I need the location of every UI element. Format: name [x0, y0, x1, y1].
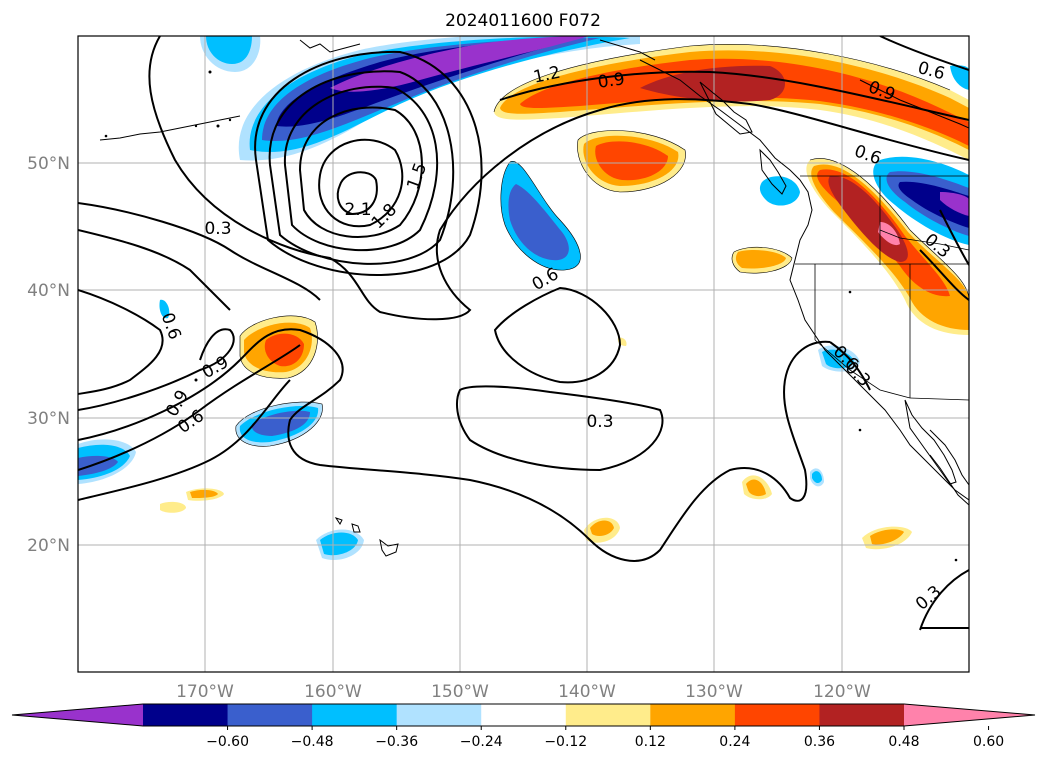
positive-blob-offshore [577, 130, 686, 192]
colorbar-segment [227, 704, 313, 726]
positive-blob-subtropic-west [240, 315, 318, 379]
lat-label: 30°N [27, 409, 70, 429]
colorbar-extend-min [12, 704, 143, 726]
positive-band-west-coast [806, 158, 969, 335]
lat-label: 40°N [27, 281, 70, 301]
colorbar-tick-label: −0.12 [544, 734, 587, 750]
colorbar-segment [565, 704, 651, 726]
negative-patch-interior [873, 65, 969, 245]
longitude-labels: 170°W 160°W 150°W 140°W 130°W 120°W [176, 682, 871, 702]
colorbar-tick-label: 0.48 [888, 734, 919, 750]
colorbar-segment [734, 704, 820, 726]
colorbar-segment [481, 704, 567, 726]
map-content: 2.1 1.8 1.5 1.2 0.9 0.6 0.3 0.3 0.6 0.9 … [78, 36, 969, 672]
contour-label: 0.9 [597, 69, 627, 93]
colorbar-tick-label: 0.36 [804, 734, 835, 750]
colorbar-tick-label: −0.48 [291, 734, 334, 750]
colorbar-extend-max [904, 704, 1035, 726]
latitude-labels: 50°N 40°N 30°N 20°N [27, 154, 70, 556]
colorbar-tick-label: 0.24 [719, 734, 750, 750]
colorbar-segment [819, 704, 905, 726]
colorbar-segment [650, 704, 736, 726]
lon-label: 160°W [304, 682, 362, 702]
negative-patch-vancouver [759, 176, 800, 206]
colorbar-tick-label: 0.12 [635, 734, 666, 750]
lon-label: 150°W [431, 682, 489, 702]
colorbar-tick-label: −0.36 [375, 734, 418, 750]
colorbar-segment [396, 704, 482, 726]
negative-tongue-midocean [500, 161, 581, 271]
lat-label: 50°N [27, 154, 70, 174]
map-frame [77, 35, 970, 673]
colorbar-outline [11, 703, 1036, 727]
political-borders [795, 175, 969, 401]
colorbar-segment [143, 704, 229, 726]
colorbar: −0.60 −0.48 −0.36 −0.24 −0.12 0.12 0.24 0.36 0.4… [11, 703, 1036, 750]
lon-label: 170°W [176, 682, 234, 702]
negative-patch-north-core [206, 36, 252, 64]
lon-label: 140°W [558, 682, 616, 702]
island-dots [104, 70, 958, 562]
colorbar-tick-label: −0.24 [460, 734, 503, 750]
colorbar-segment [312, 704, 398, 726]
contour-label: 0.3 [586, 412, 613, 432]
positive-patches-small [160, 337, 912, 550]
colorbar-tick-label: −0.60 [206, 734, 249, 750]
lon-label: 120°W [813, 682, 871, 702]
contour-lines [78, 36, 969, 631]
negative-blob-subtropic-west [235, 402, 323, 447]
lon-label: 130°W [685, 682, 743, 702]
negative-patch-dateline [78, 439, 136, 484]
positive-patch-oregon-core [735, 250, 786, 269]
colorbar-tick-label: 0.60 [973, 734, 1004, 750]
gridlines [78, 36, 969, 672]
contour-label: 0.3 [204, 219, 231, 239]
contour-label: 2.1 [344, 200, 371, 220]
figure-title: 2024011600 F072 [445, 11, 601, 31]
negative-patch-small-west [159, 299, 170, 319]
lat-label: 20°N [27, 536, 70, 556]
